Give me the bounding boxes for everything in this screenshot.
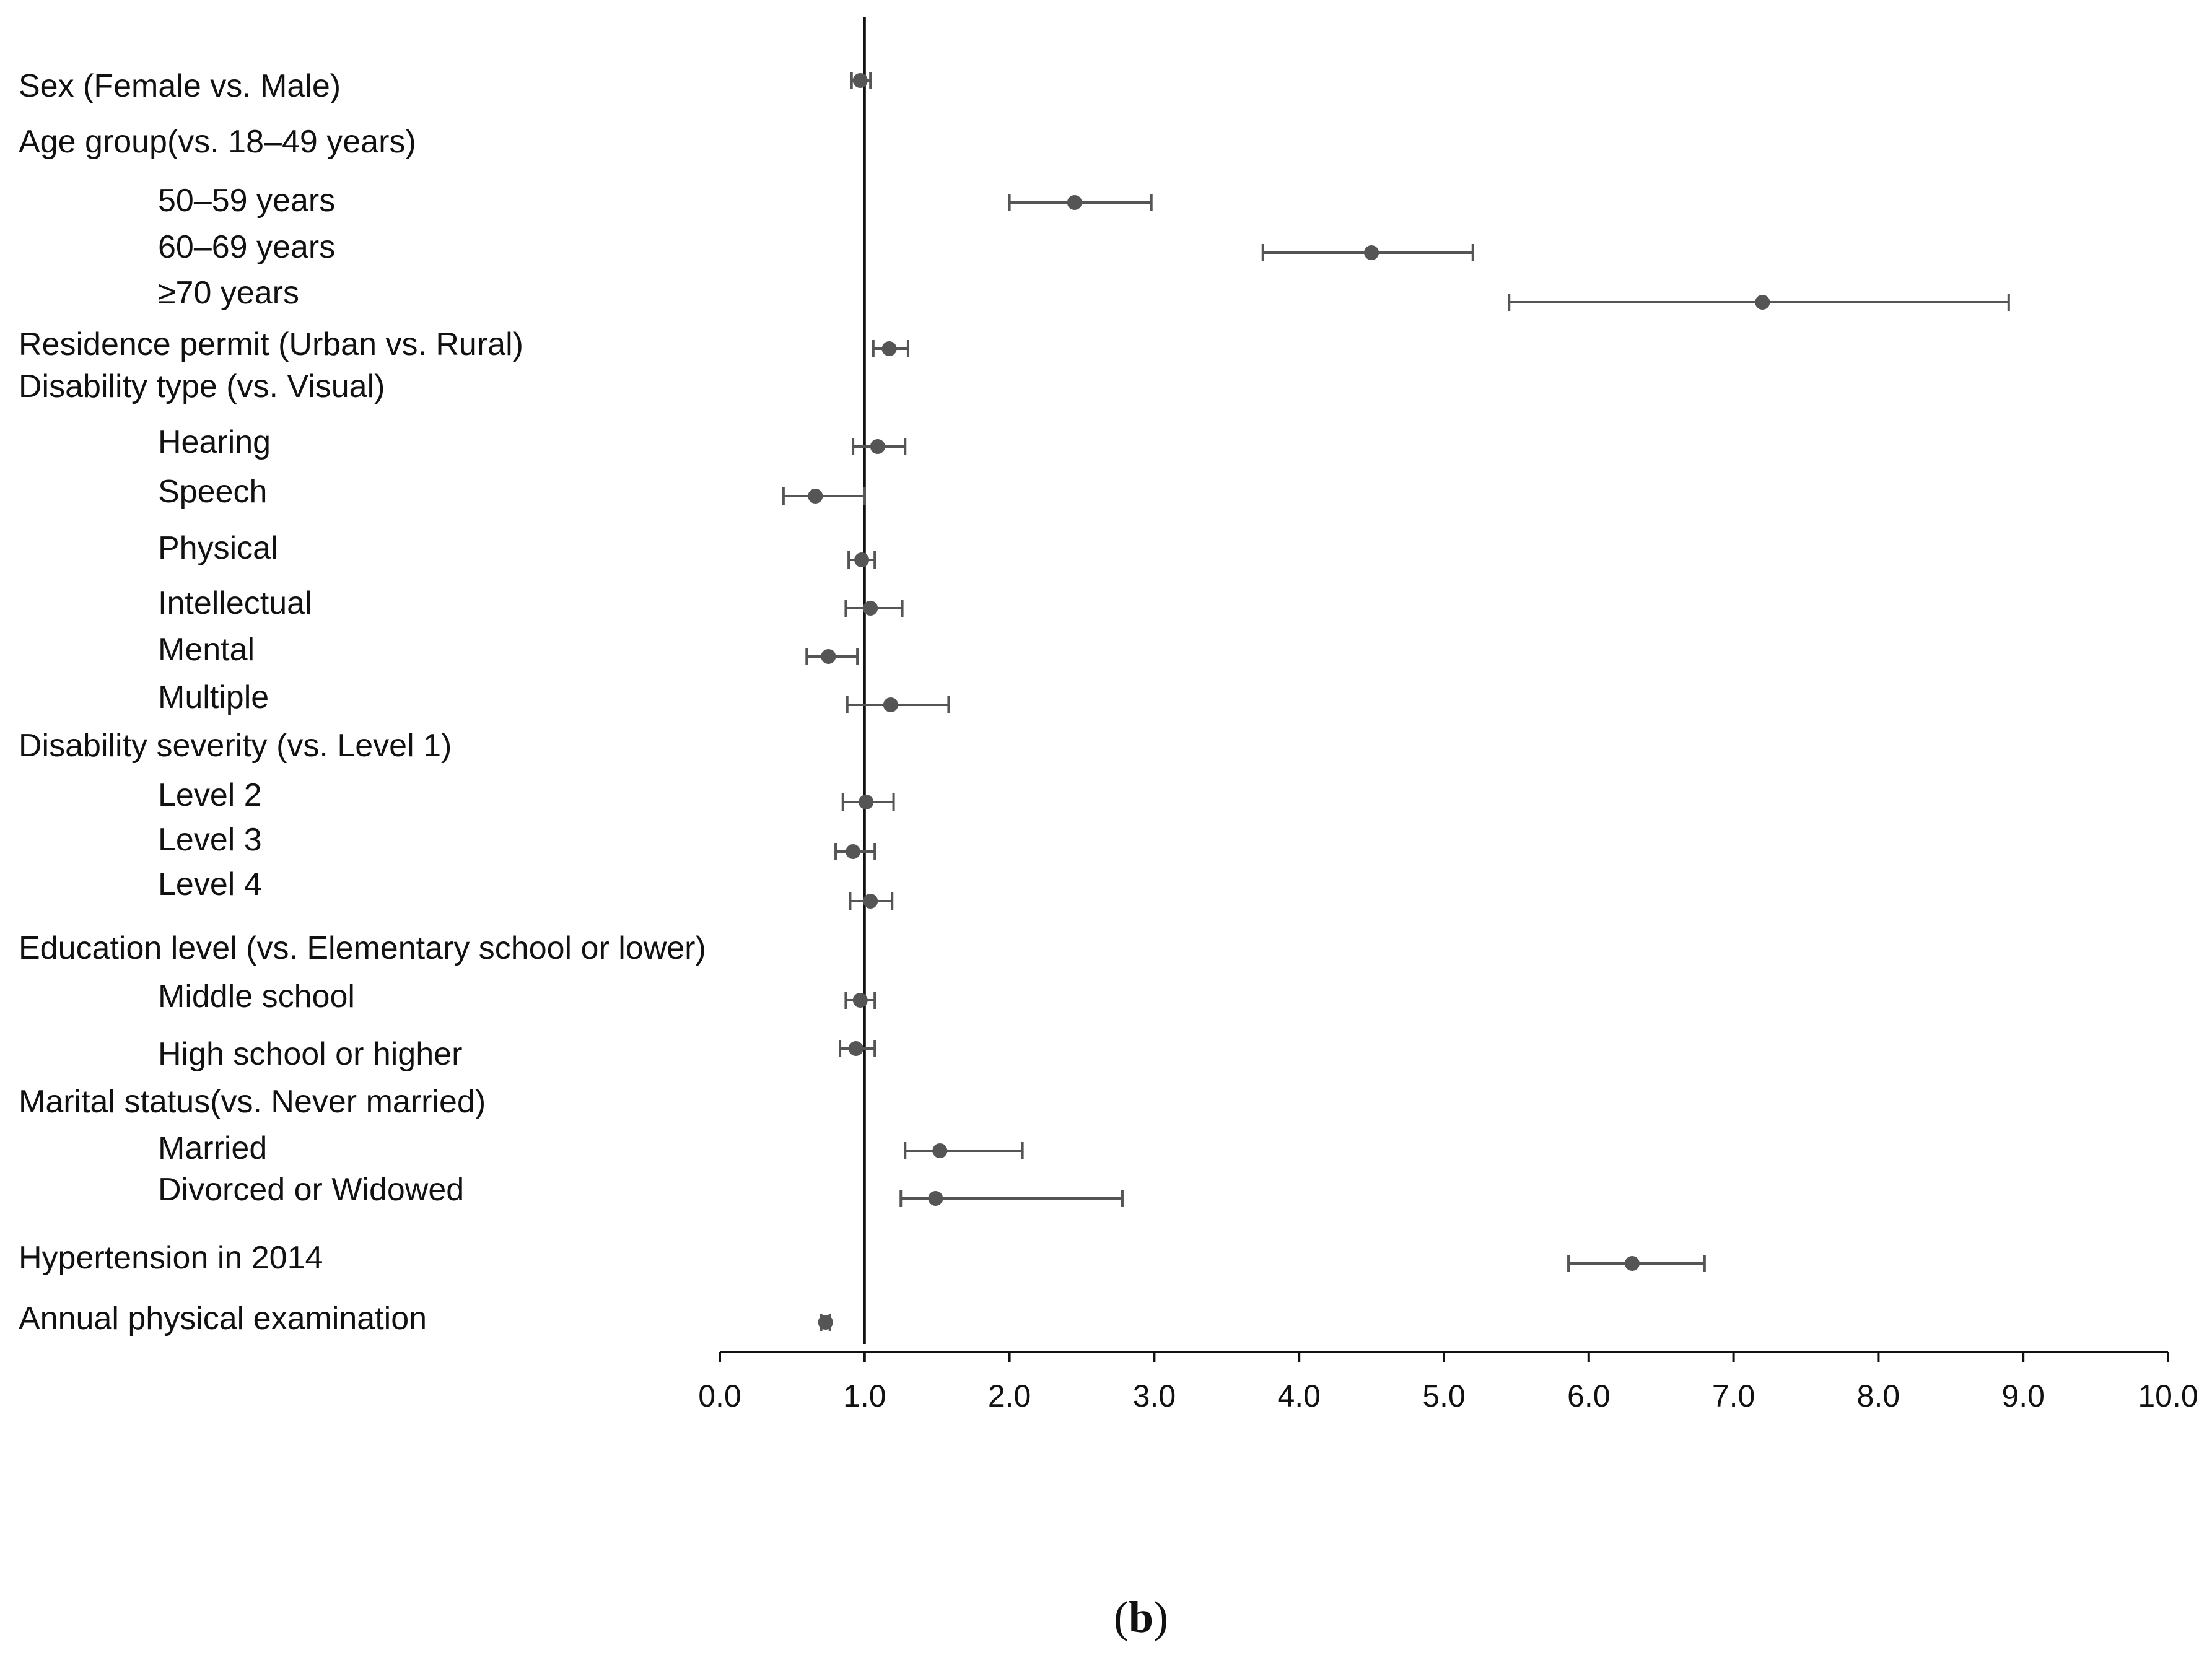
point-estimate — [852, 993, 868, 1008]
estimate-physical — [847, 551, 876, 569]
row-label-physical: Physical — [158, 530, 278, 566]
estimate-intellectual — [844, 600, 904, 617]
point-estimate — [808, 489, 823, 504]
row-label-education-level-vs-elementary-school-or-lower: Education level (vs. Elementary school o… — [19, 930, 706, 966]
row-label-disability-severity-vs-level-1: Disability severity (vs. Level 1) — [19, 728, 452, 764]
estimate-hypertension-in-2014 — [1567, 1255, 1706, 1272]
row-label-disability-type-vs-visual: Disability type (vs. Visual) — [19, 369, 385, 404]
point-estimate — [870, 439, 885, 454]
estimate-married — [904, 1142, 1024, 1159]
row-label-level-2: Level 2 — [158, 777, 262, 813]
x-tick-label: 8.0 — [1857, 1379, 1900, 1413]
x-tick-label: 6.0 — [1567, 1379, 1611, 1413]
x-tick-label: 9.0 — [2001, 1379, 2045, 1413]
x-tick-label: 3.0 — [1133, 1379, 1176, 1413]
row-label-marital-status-vs-never-married: Marital status(vs. Never married) — [19, 1084, 486, 1120]
x-tick-label: 2.0 — [988, 1379, 1031, 1413]
x-tick-label: 5.0 — [1422, 1379, 1466, 1413]
x-tick-label: 0.0 — [698, 1379, 741, 1413]
estimate-annual-physical-examination — [818, 1314, 833, 1331]
point-estimate — [854, 552, 870, 567]
point-estimate — [928, 1191, 943, 1206]
estimate-level-3 — [834, 843, 876, 860]
row-label-middle-school: Middle school — [158, 979, 355, 1014]
estimate-high-school-or-higher — [839, 1040, 876, 1057]
x-tick-label: 10.0 — [2138, 1379, 2198, 1413]
estimate-50-59-years — [1008, 194, 1153, 211]
point-estimate — [883, 697, 898, 712]
row-label-sex-female-vs-male: Sex (Female vs. Male) — [19, 68, 341, 104]
panel-label: (b) — [1114, 1592, 1168, 1642]
row-label-70-years: ≥70 years — [158, 275, 299, 311]
x-tick-label: 1.0 — [843, 1379, 886, 1413]
row-label-married: Married — [158, 1130, 267, 1166]
row-label-residence-permit-urban-vs-rural: Residence permit (Urban vs. Rural) — [19, 326, 523, 362]
row-label-level-3: Level 3 — [158, 822, 262, 858]
row-label-divorced-or-widowed: Divorced or Widowed — [158, 1172, 464, 1208]
point-estimate — [846, 844, 861, 859]
point-estimate — [881, 341, 897, 356]
row-label-50-59-years: 50–59 years — [158, 183, 335, 219]
estimate-divorced-or-widowed — [899, 1190, 1124, 1207]
estimate-residence-permit-urban-vs-rural — [872, 340, 909, 357]
row-label-speech: Speech — [158, 474, 267, 510]
point-estimate — [1067, 195, 1082, 210]
point-estimate — [1364, 245, 1379, 260]
row-label-multiple: Multiple — [158, 679, 269, 715]
row-label-age-group-vs-18-49-years: Age group(vs. 18–49 years) — [19, 124, 416, 160]
plot-area — [782, 17, 2010, 1344]
estimate-60-69-years — [1261, 244, 1474, 261]
row-label-hypertension-in-2014: Hypertension in 2014 — [19, 1240, 323, 1276]
row-label-60-69-years: 60–69 years — [158, 229, 335, 265]
estimate-mental — [805, 648, 859, 665]
point-estimate — [863, 894, 878, 909]
estimate-hearing — [852, 438, 907, 455]
point-estimate — [1624, 1256, 1640, 1271]
estimate-level-2 — [841, 793, 895, 811]
estimate-70-years — [1508, 294, 2010, 311]
point-estimate — [863, 601, 878, 616]
x-axis: 0.0 1.0 2.0 3.0 4.0 5.0 6.0 7.0 8.0 9.0 10.0 — [698, 1351, 2198, 1413]
x-tick-label: 7.0 — [1712, 1379, 1755, 1413]
row-label-annual-physical-examination: Annual physical examination — [19, 1301, 427, 1337]
estimate-sex-female-vs-male — [850, 72, 872, 89]
point-estimate — [932, 1143, 948, 1158]
point-estimate — [848, 1041, 863, 1056]
row-label-hearing: Hearing — [158, 424, 271, 460]
row-label-high-school-or-higher: High school or higher — [158, 1036, 462, 1072]
estimate-speech — [782, 487, 866, 505]
row-label-mental: Mental — [158, 632, 255, 668]
x-tick-label: 4.0 — [1277, 1379, 1321, 1413]
point-estimate — [852, 73, 868, 88]
estimate-middle-school — [844, 992, 876, 1009]
point-estimate — [1755, 295, 1770, 310]
estimate-multiple — [846, 696, 950, 713]
point-estimate — [859, 795, 874, 809]
row-labels: Sex (Female vs. Male) Age group(vs. 18–49… — [19, 68, 706, 1337]
point-estimate — [818, 1315, 833, 1330]
row-label-intellectual: Intellectual — [158, 585, 312, 621]
point-estimate — [821, 649, 836, 664]
row-label-level-4: Level 4 — [158, 866, 262, 902]
estimate-level-4 — [849, 892, 894, 910]
